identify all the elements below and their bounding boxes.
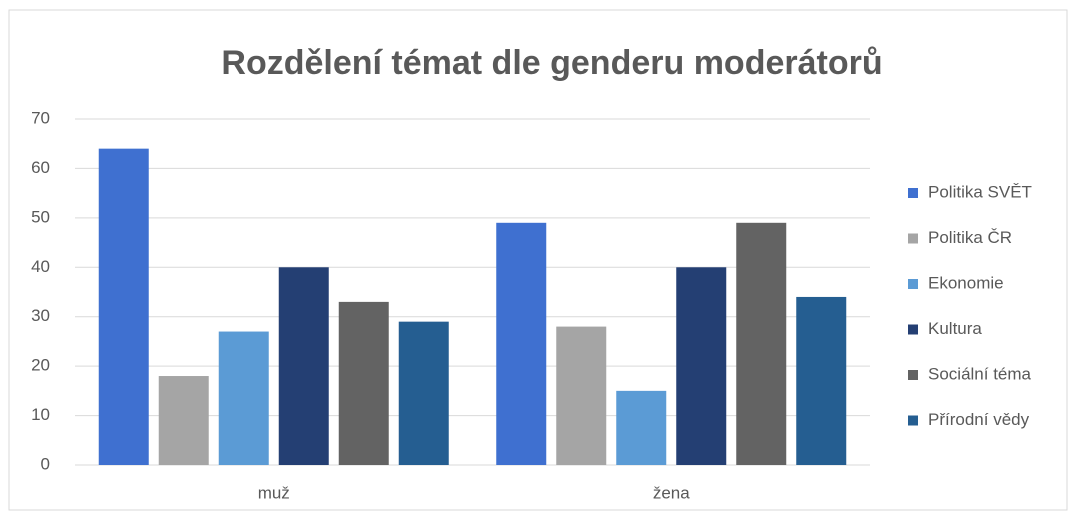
bar [496, 222, 547, 465]
y-tick-label: 20 [31, 356, 50, 375]
legend-label: Kultura [928, 319, 982, 338]
y-tick-label: 40 [31, 257, 50, 276]
y-tick-label: 50 [31, 207, 50, 226]
legend-label: Politika ČR [928, 228, 1012, 247]
x-tick-label: muž [258, 483, 290, 502]
bar [676, 267, 727, 465]
y-tick-label: 30 [31, 306, 50, 325]
bar [218, 331, 269, 465]
legend-swatch [908, 188, 918, 198]
legend-swatch [908, 324, 918, 335]
legend-swatch [908, 279, 918, 289]
bar [796, 296, 847, 465]
legend-swatch [908, 370, 918, 380]
y-tick-label: 10 [31, 405, 50, 424]
chart-title: Rozdělení témat dle genderu moderátorů [221, 44, 882, 82]
legend-swatch [908, 415, 918, 426]
y-tick-label: 70 [31, 108, 50, 127]
bar [338, 301, 389, 465]
y-tick-label: 60 [31, 158, 50, 177]
bar [158, 376, 209, 465]
bar [398, 321, 449, 465]
x-tick-label: žena [653, 483, 690, 502]
bar [736, 222, 787, 465]
legend-swatch [908, 233, 918, 244]
legend-label: Politika SVĚT [928, 182, 1032, 201]
bar [616, 390, 667, 465]
bar [278, 267, 329, 465]
legend-label: Sociální téma [928, 364, 1032, 383]
y-tick-label: 0 [41, 454, 50, 473]
legend-label: Ekonomie [928, 273, 1004, 292]
legend-label: Přírodní vědy [928, 410, 1030, 429]
bar [556, 326, 607, 465]
bar [98, 148, 149, 465]
